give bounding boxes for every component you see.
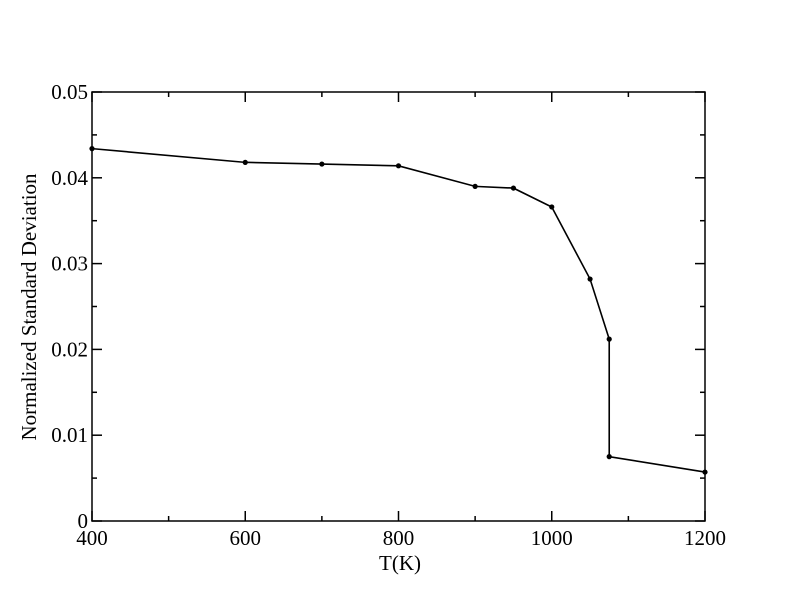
data-point: [395, 163, 402, 169]
series-group: [89, 146, 708, 475]
data-point: [702, 469, 708, 475]
data-point: [587, 276, 593, 282]
y-tick-labels: 0 0.01 0.02 0.03 0.04 0.05: [51, 80, 88, 533]
x-tick-label: 1000: [531, 526, 573, 550]
x-tick-label: 600: [230, 526, 262, 550]
minor-ticks: [92, 92, 705, 521]
x-tick-label: 800: [383, 526, 415, 550]
y-axis-title: Normalized Standard Deviation: [17, 173, 41, 441]
x-tick-label: 1200: [684, 526, 726, 550]
data-point: [319, 161, 325, 167]
y-tick-label: 0: [78, 509, 89, 533]
x-tick-label: 400: [76, 526, 108, 550]
y-tick-label: 0.05: [51, 80, 88, 104]
data-point: [472, 183, 478, 189]
series-line: [91, 147, 706, 473]
y-tick-label: 0.02: [51, 337, 88, 361]
data-point: [89, 146, 95, 152]
major-ticks: [91, 91, 706, 522]
y-tick-label: 0.01: [51, 423, 88, 447]
x-tick-labels: 400 600 800 1000 1200: [76, 526, 726, 550]
data-point: [549, 204, 555, 210]
x-axis-title: T(K): [379, 551, 421, 575]
y-tick-label: 0.04: [51, 166, 88, 190]
data-point: [510, 185, 517, 191]
data-point: [606, 336, 612, 342]
data-point: [242, 159, 248, 165]
y-tick-label: 0.03: [51, 252, 88, 276]
data-point: [606, 454, 612, 460]
